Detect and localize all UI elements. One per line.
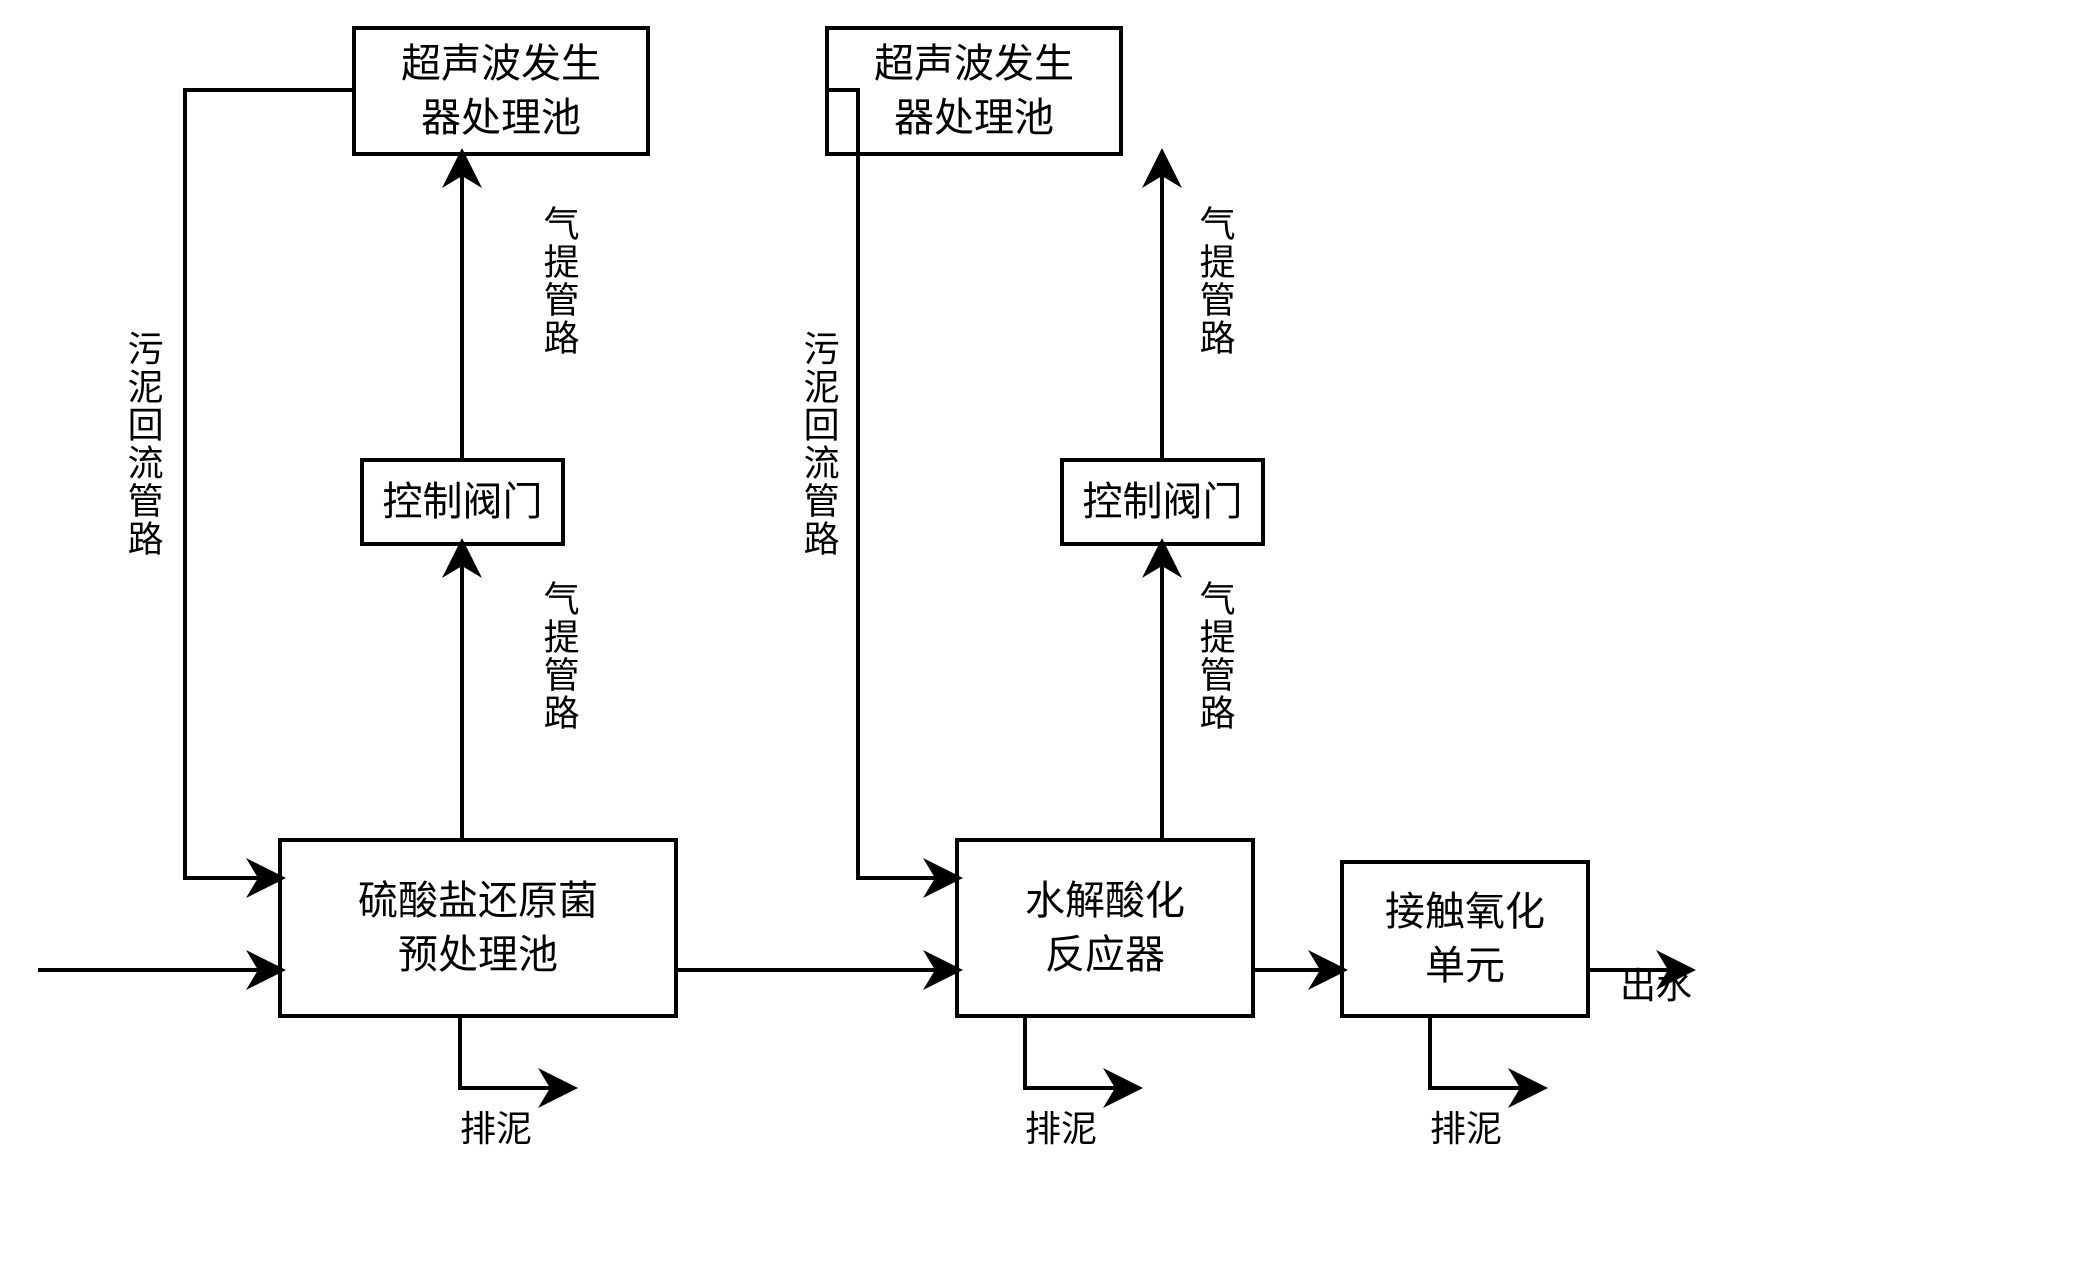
ultrasonic-tank-1-label: 超声波发生器处理池 [401, 37, 601, 145]
airlift-label-2b: 气提管路 [1194, 580, 1234, 732]
drain-label-2: 排泥 [1025, 1110, 1097, 1150]
contact-oxidation-unit: 接触氧化单元 [1340, 860, 1590, 1018]
ultrasonic-tank-2: 超声波发生器处理池 [825, 26, 1123, 156]
ultrasonic-tank-2-label: 超声波发生器处理池 [874, 37, 1074, 145]
srb-pretreatment-tank-label: 硫酸盐还原菌预处理池 [358, 874, 598, 982]
control-valve-1: 控制阀门 [360, 458, 565, 546]
drain-label-1: 排泥 [460, 1110, 532, 1150]
drain-label-3: 排泥 [1430, 1110, 1502, 1150]
control-valve-1-label: 控制阀门 [383, 475, 543, 529]
contact-oxidation-unit-label: 接触氧化单元 [1385, 885, 1545, 993]
outlet-label: 出水 [1620, 967, 1692, 1007]
airlift-label-1a: 气提管路 [538, 205, 578, 357]
hydrolysis-reactor-label: 水解酸化反应器 [1025, 874, 1185, 982]
flow-arrows [0, 0, 2091, 1266]
control-valve-2: 控制阀门 [1060, 458, 1265, 546]
sludge-return-label-1: 污泥回流管路 [122, 330, 162, 558]
control-valve-2-label: 控制阀门 [1083, 475, 1243, 529]
ultrasonic-tank-1: 超声波发生器处理池 [352, 26, 650, 156]
srb-pretreatment-tank: 硫酸盐还原菌预处理池 [278, 838, 678, 1018]
airlift-label-1b: 气提管路 [538, 580, 578, 732]
airlift-label-2a: 气提管路 [1194, 205, 1234, 357]
hydrolysis-reactor: 水解酸化反应器 [955, 838, 1255, 1018]
sludge-return-label-2: 污泥回流管路 [798, 330, 838, 558]
